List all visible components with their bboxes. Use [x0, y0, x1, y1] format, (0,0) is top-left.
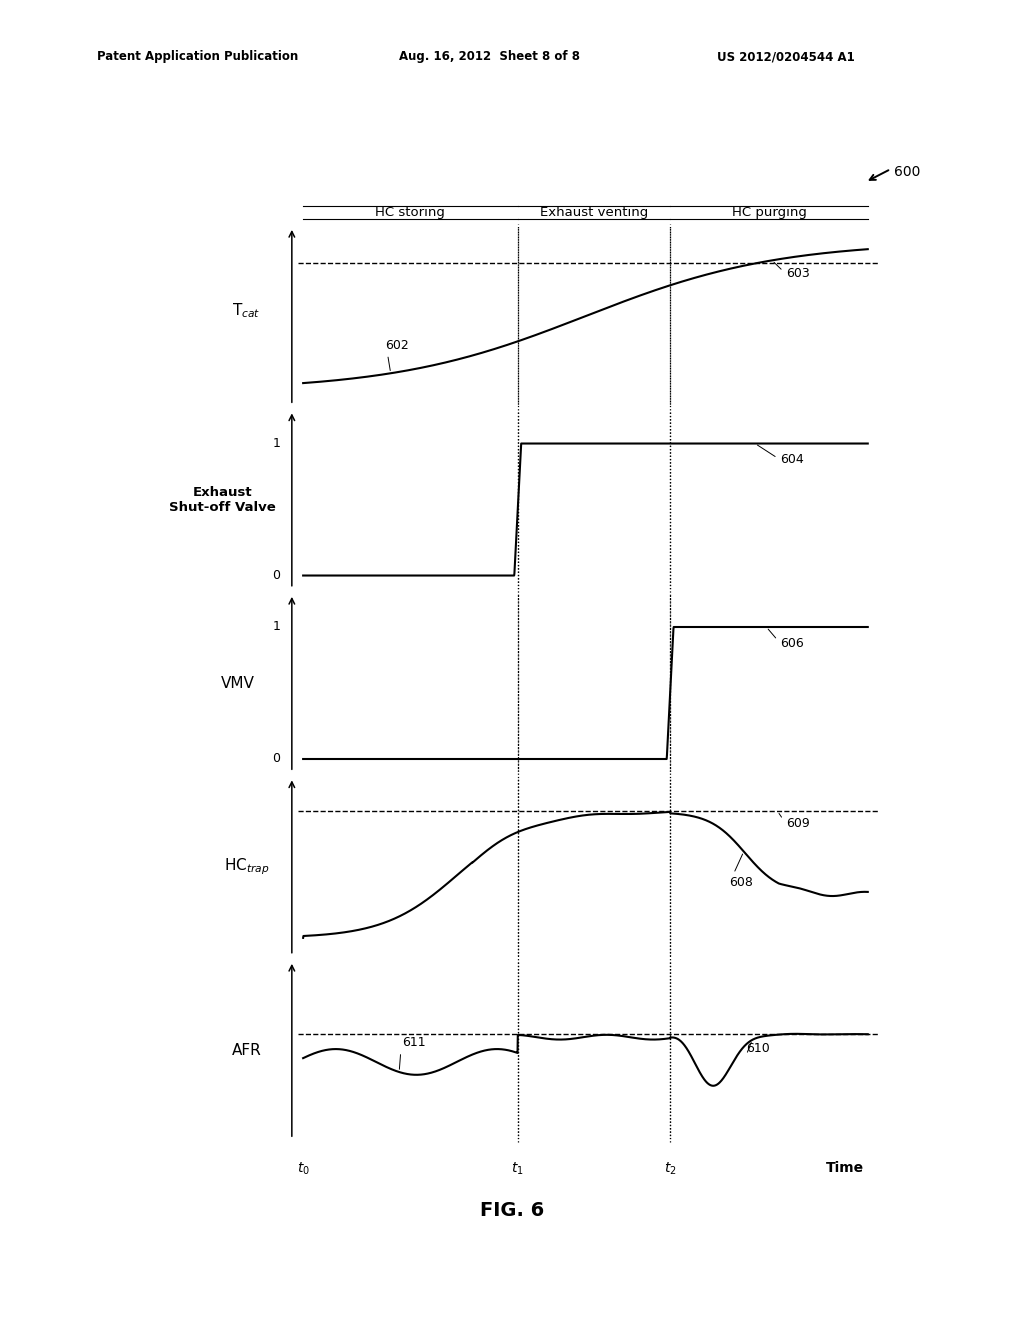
Text: FIG. 6: FIG. 6: [480, 1201, 544, 1220]
Text: Patent Application Publication: Patent Application Publication: [97, 50, 299, 63]
Text: 603: 603: [774, 263, 810, 280]
Text: 608: 608: [729, 854, 754, 890]
Text: 610: 610: [746, 1041, 770, 1055]
Text: Aug. 16, 2012  Sheet 8 of 8: Aug. 16, 2012 Sheet 8 of 8: [399, 50, 581, 63]
Text: 0: 0: [272, 752, 281, 766]
Text: T$_{cat}$: T$_{cat}$: [232, 301, 261, 321]
Text: $t_1$: $t_1$: [511, 1160, 524, 1177]
Text: VMV: VMV: [220, 676, 254, 690]
Text: Exhaust venting: Exhaust venting: [540, 206, 648, 219]
Text: US 2012/0204544 A1: US 2012/0204544 A1: [717, 50, 855, 63]
Text: 0: 0: [272, 569, 281, 582]
Text: $t_0$: $t_0$: [297, 1160, 309, 1177]
Text: 602: 602: [385, 339, 409, 371]
Text: HC purging: HC purging: [731, 206, 806, 219]
Text: 609: 609: [779, 813, 810, 830]
Text: HC$_{trap}$: HC$_{trap}$: [223, 857, 269, 876]
Text: $t_2$: $t_2$: [664, 1160, 677, 1177]
Text: 606: 606: [768, 630, 804, 649]
Text: 1: 1: [272, 437, 281, 450]
Text: 600: 600: [894, 165, 921, 178]
Text: 611: 611: [399, 1036, 426, 1069]
Text: HC storing: HC storing: [376, 206, 445, 219]
Text: 1: 1: [272, 620, 281, 634]
Text: Exhaust
Shut-off Valve: Exhaust Shut-off Valve: [169, 486, 275, 513]
Text: 604: 604: [758, 445, 804, 466]
Text: AFR: AFR: [231, 1043, 261, 1057]
Text: Time: Time: [826, 1160, 864, 1175]
